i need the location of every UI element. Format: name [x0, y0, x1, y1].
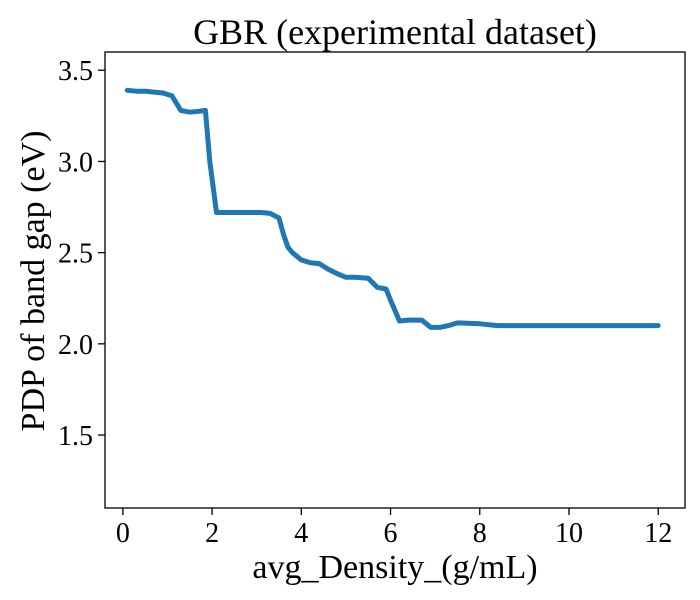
x-tick-label: 10 [555, 518, 583, 549]
y-tick-label: 2.0 [58, 330, 93, 361]
y-tick-label: 1.5 [58, 421, 93, 452]
chart-title: GBR (experimental dataset) [193, 12, 597, 52]
x-tick-label: 2 [205, 518, 219, 549]
y-axis: 1.5 2.0 2.5 3.0 3.5 [58, 56, 105, 452]
x-axis: 0 2 4 6 8 10 12 [116, 508, 672, 549]
plot-frame [104, 51, 686, 509]
pdp-series-line [124, 87, 661, 330]
y-tick-label: 2.5 [58, 239, 93, 270]
x-tick-label: 0 [116, 518, 130, 549]
y-tick-label: 3.5 [58, 56, 93, 87]
y-axis-label: PDP of band gap (eV) [15, 131, 52, 432]
y-tick-label: 3.0 [58, 147, 93, 178]
plot-area [104, 51, 686, 509]
x-tick-label: 6 [384, 518, 398, 549]
line-layer [124, 87, 661, 330]
x-tick-label: 4 [294, 518, 308, 549]
x-tick-label: 12 [644, 518, 672, 549]
x-axis-label: avg_Density_(g/mL) [252, 549, 537, 586]
x-tick-label: 8 [473, 518, 487, 549]
